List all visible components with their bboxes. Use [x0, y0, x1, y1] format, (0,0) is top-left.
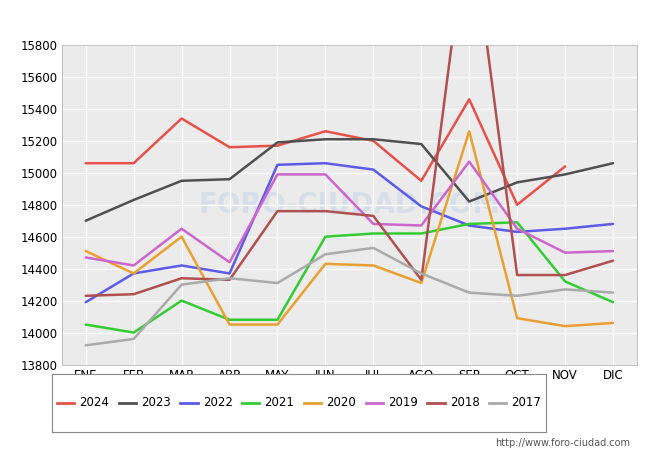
Text: http://www.foro-ciudad.com: http://www.foro-ciudad.com	[495, 437, 630, 447]
Text: 2021: 2021	[265, 396, 294, 409]
Text: 2017: 2017	[512, 396, 541, 409]
Text: FORO-CIUDAD.COM: FORO-CIUDAD.COM	[198, 191, 500, 219]
Text: 2024: 2024	[79, 396, 109, 409]
Text: 2018: 2018	[450, 396, 480, 409]
Text: 2019: 2019	[388, 396, 418, 409]
Text: 2023: 2023	[141, 396, 171, 409]
Text: Afiliados en Aranda de Duero a 30/11/2024: Afiliados en Aranda de Duero a 30/11/202…	[124, 11, 526, 29]
Text: 2020: 2020	[326, 396, 356, 409]
Text: 2022: 2022	[203, 396, 233, 409]
